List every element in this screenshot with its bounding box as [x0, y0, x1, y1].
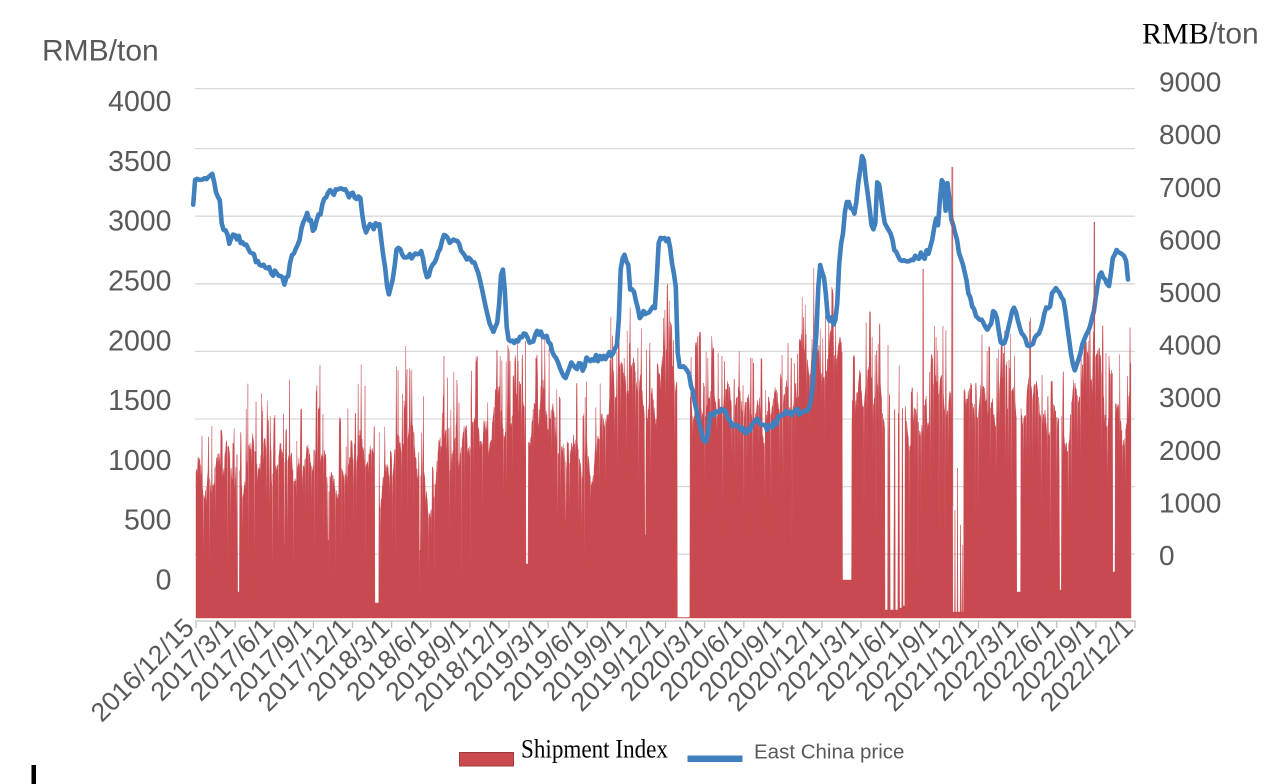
svg-text:5000: 5000 — [1159, 277, 1221, 308]
svg-text:3000: 3000 — [1159, 382, 1221, 413]
svg-text:3500: 3500 — [108, 146, 171, 178]
svg-text:East China price: East China price — [754, 741, 904, 764]
svg-text:4000: 4000 — [1159, 330, 1221, 361]
svg-text:3000: 3000 — [108, 206, 171, 238]
svg-text:7000: 7000 — [1159, 172, 1221, 203]
svg-text:1000: 1000 — [108, 445, 171, 477]
svg-text:RMB/ton: RMB/ton — [1142, 18, 1259, 51]
svg-text:9000: 9000 — [1159, 67, 1221, 98]
svg-text:2000: 2000 — [1159, 435, 1221, 466]
svg-text:2000: 2000 — [108, 325, 171, 357]
svg-text:1500: 1500 — [108, 385, 171, 417]
svg-text:4000: 4000 — [108, 86, 171, 118]
svg-text:RMB/ton: RMB/ton — [42, 35, 159, 68]
svg-text:Shipment Index: Shipment Index — [521, 734, 668, 764]
svg-text:0: 0 — [1159, 540, 1175, 571]
svg-text:500: 500 — [124, 505, 172, 537]
svg-text:8000: 8000 — [1159, 119, 1221, 150]
svg-text:0: 0 — [156, 565, 172, 597]
svg-text:2500: 2500 — [108, 266, 171, 298]
svg-text:1000: 1000 — [1159, 487, 1221, 518]
svg-text:6000: 6000 — [1159, 224, 1221, 255]
